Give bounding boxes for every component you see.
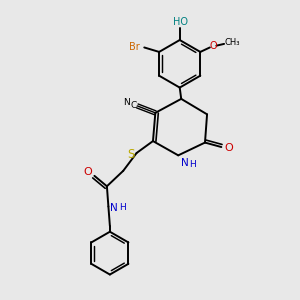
Text: O: O: [83, 167, 92, 177]
Text: Br: Br: [129, 42, 140, 52]
Text: N: N: [181, 158, 189, 168]
Text: O: O: [224, 142, 233, 153]
Text: N: N: [123, 98, 129, 107]
Text: CH₃: CH₃: [225, 38, 240, 47]
Text: H: H: [189, 160, 196, 169]
Text: HO: HO: [173, 17, 188, 28]
Text: O: O: [210, 41, 218, 51]
Text: N: N: [110, 203, 118, 213]
Text: H: H: [119, 203, 126, 212]
Text: S: S: [128, 148, 135, 161]
Text: C: C: [130, 100, 137, 109]
